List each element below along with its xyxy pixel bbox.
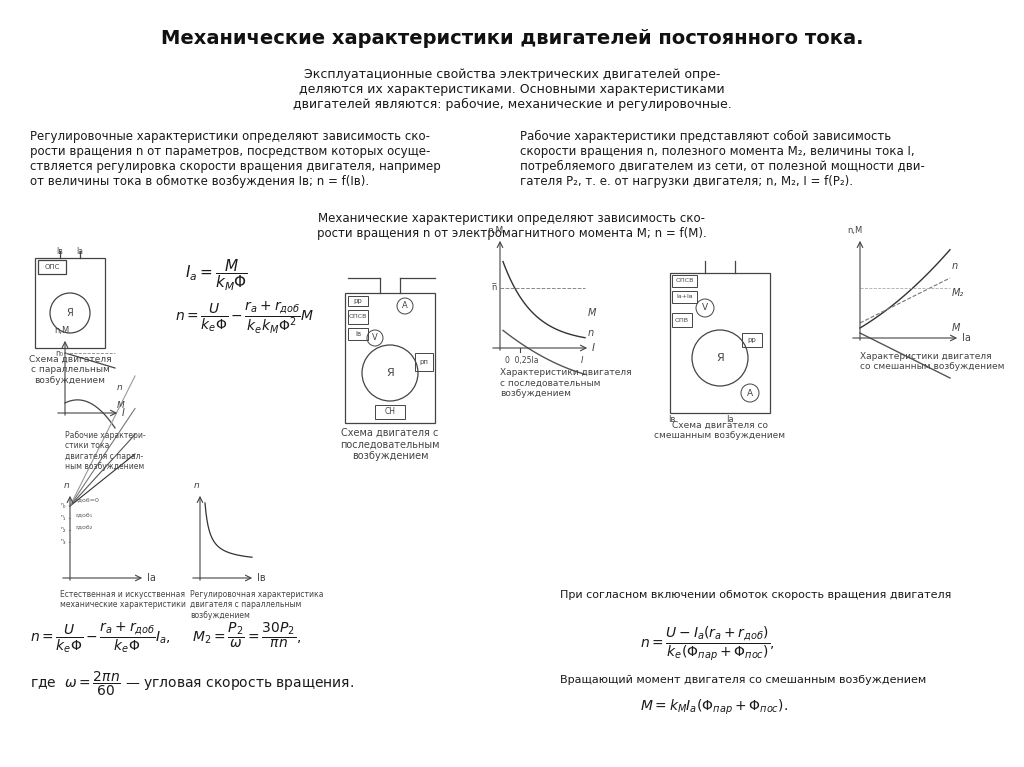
Bar [348,310,368,324]
Text: V: V [372,334,378,343]
Text: ⁿ₃: ⁿ₃ [60,539,66,545]
Bar [35,258,105,348]
Text: rдоб₂: rдоб₂ [75,525,92,531]
Text: Регулировочные характеристики определяют зависимость ско-
рости вращения n от па: Регулировочные характеристики определяют… [30,130,440,188]
Text: n̅: n̅ [492,284,497,292]
Text: A: A [746,389,753,397]
Text: ОПСВ: ОПСВ [676,278,694,284]
Bar [742,333,762,347]
Text: рр: рр [353,298,362,304]
Text: Схема двигателя
с параллельным
возбуждением: Схема двигателя с параллельным возбужден… [29,355,112,385]
Text: Iв: Iв [669,415,676,424]
Text: V: V [701,304,708,312]
Text: M₂: M₂ [952,288,965,298]
Text: rдоб₁: rдоб₁ [75,513,92,518]
Text: I: I [592,343,595,353]
Text: n,M: n,M [486,226,503,235]
Text: Я: Я [716,353,724,363]
Text: Схема двигателя с
последовательным
возбуждением: Схема двигателя с последовательным возбу… [340,428,439,461]
Text: ⁿ₂: ⁿ₂ [60,527,66,533]
Text: При согласном включении обмоток скорость вращения двигателя: При согласном включении обмоток скорость… [560,590,951,600]
Text: M: M [588,308,596,318]
Text: Я: Я [386,368,394,378]
Text: Iа: Iа [77,247,84,256]
Text: Iа: Iа [147,573,156,583]
Text: n,M: n,M [848,226,862,235]
Text: $n = \dfrac{U}{k_e \Phi} - \dfrac{r_a + r_{доб}}{k_e \Phi} I_a$,     $M_2 = \dfr: $n = \dfrac{U}{k_e \Phi} - \dfrac{r_a + … [30,620,301,654]
Text: I: I [122,408,125,418]
Text: Регулировочная характеристика
двигателя с параллельным
возбуждением: Регулировочная характеристика двигателя … [190,590,324,620]
Text: Iв: Iв [355,331,361,337]
Text: рп: рп [420,359,428,365]
Text: n: n [952,261,958,271]
Text: СН: СН [384,407,395,416]
Bar [672,313,692,327]
Bar [672,291,697,303]
Text: Я: Я [67,308,74,318]
Text: ⁿ₁: ⁿ₁ [60,515,66,521]
Text: ОПСВ: ОПСВ [349,314,368,320]
Text: Iа+Iв: Iа+Iв [677,295,693,299]
Bar [672,275,697,287]
Text: n: n [117,384,123,393]
Text: Схема двигателя со
смешанным возбуждением: Схема двигателя со смешанным возбуждение… [654,421,785,440]
Text: n₀: n₀ [55,348,63,357]
Text: ⁿ₀: ⁿ₀ [60,503,66,509]
Text: Вращающий момент двигателя со смешанным возбуждением: Вращающий момент двигателя со смешанным … [560,675,927,685]
Text: Iа: Iа [962,333,971,343]
Bar [348,328,368,340]
Text: I: I [581,356,584,365]
Text: Iв: Iв [56,247,63,256]
Text: n,M: n,M [54,326,70,335]
Text: Эксплуатационные свойства электрических двигателей опре-
деляются их характерист: Эксплуатационные свойства электрических … [293,68,731,111]
Text: Механические характеристики двигателей постоянного тока.: Механические характеристики двигателей п… [161,28,863,48]
Text: n: n [588,328,594,338]
Text: n: n [65,481,70,490]
Text: $n = \dfrac{U}{k_e \Phi} - \dfrac{r_a + r_{доб}}{k_e k_M \Phi^2} M$: $n = \dfrac{U}{k_e \Phi} - \dfrac{r_a + … [175,300,314,336]
Bar [348,296,368,306]
Text: Механические характеристики определяют зависимость ско-
рости вращения n от элек: Механические характеристики определяют з… [317,212,707,240]
Text: Характеристики двигателя
с последовательным
возбуждением: Характеристики двигателя с последователь… [500,368,632,398]
Text: $I_a = \dfrac{M}{k_M \Phi}$: $I_a = \dfrac{M}{k_M \Phi}$ [185,258,248,294]
Text: Естественная и искусственная
механические характеристики: Естественная и искусственная механически… [60,590,186,610]
Bar [38,260,66,274]
Text: 0  0,25Iа: 0 0,25Iа [505,356,539,365]
Text: A: A [402,301,408,311]
Text: M: M [952,323,961,333]
Text: Рабочие характеристики представляют собой зависимость
скорости вращения n, полез: Рабочие характеристики представляют собо… [520,130,925,188]
Text: рр: рр [748,337,757,343]
Bar [415,353,433,371]
Text: n: n [195,481,200,490]
Text: Рабочие характери-
стики тока
двигателя с парал-
ным возбуждением: Рабочие характери- стики тока двигателя … [65,431,145,471]
Text: M: M [117,400,125,410]
Text: Iв: Iв [257,573,265,583]
Text: где  $\omega = \dfrac{2\pi n}{60}$ — угловая скорость вращения.: где $\omega = \dfrac{2\pi n}{60}$ — угло… [30,670,354,698]
Text: rдоб=0: rдоб=0 [75,498,99,502]
Bar [375,405,406,419]
Text: ОПС: ОПС [44,264,59,270]
Text: Iа: Iа [726,415,734,424]
Bar [345,293,435,423]
Text: ОПВ: ОПВ [675,318,689,322]
Text: $n = \dfrac{U - I_a(r_a + r_{доб})}{k_e (\Phi_{пар} + \Phi_{пос})}$,: $n = \dfrac{U - I_a(r_a + r_{доб})}{k_e … [640,625,775,663]
Bar [670,273,770,413]
Text: $M = k_M I_a (\Phi_{пар} + \Phi_{пос})$.: $M = k_M I_a (\Phi_{пар} + \Phi_{пос})$. [640,698,788,717]
Text: Характеристики двигателя
со смешанным возбуждением: Характеристики двигателя со смешанным во… [860,352,1005,371]
